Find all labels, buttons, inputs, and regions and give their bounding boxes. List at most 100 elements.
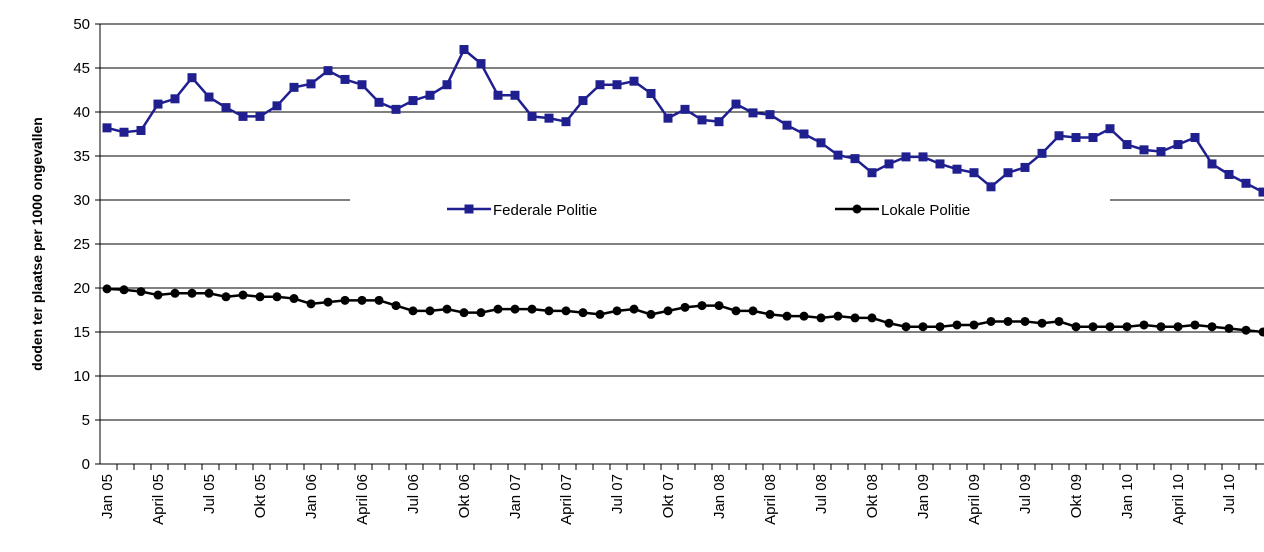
- marker: [170, 288, 180, 298]
- marker: [1258, 187, 1264, 197]
- marker: [1054, 316, 1064, 326]
- marker: [1156, 147, 1166, 157]
- marker: [442, 80, 452, 90]
- marker: [663, 306, 673, 316]
- x-tick-label: April 07: [558, 474, 575, 525]
- marker: [952, 320, 962, 330]
- marker: [918, 152, 928, 162]
- legend-marker: [852, 204, 862, 214]
- marker: [204, 288, 214, 298]
- y-tick-label: 20: [73, 280, 90, 297]
- marker: [833, 150, 843, 160]
- marker: [340, 74, 350, 84]
- marker: [578, 308, 588, 318]
- marker: [765, 110, 775, 120]
- marker: [1258, 327, 1264, 337]
- x-tick-label: Jul 09: [1017, 474, 1034, 514]
- series-line: [106, 47, 1264, 194]
- x-tick-label: April 05: [150, 474, 167, 525]
- marker: [986, 182, 996, 192]
- x-tick-label: Jan 08: [711, 474, 728, 519]
- marker: [850, 313, 860, 323]
- marker: [714, 117, 724, 127]
- marker: [782, 311, 792, 321]
- marker: [476, 59, 486, 69]
- marker: [884, 318, 894, 328]
- marker: [1173, 322, 1183, 332]
- marker: [119, 285, 129, 295]
- marker: [731, 306, 741, 316]
- marker: [374, 295, 384, 305]
- marker: [918, 322, 928, 332]
- marker: [102, 123, 112, 133]
- marker: [952, 164, 962, 174]
- marker: [459, 308, 469, 318]
- marker: [493, 90, 503, 100]
- marker: [901, 322, 911, 332]
- marker: [765, 309, 775, 319]
- marker: [238, 290, 248, 300]
- marker: [1003, 168, 1013, 178]
- marker: [544, 113, 554, 123]
- marker: [1190, 133, 1200, 143]
- x-tick-label: Jul 06: [405, 474, 422, 514]
- marker: [340, 295, 350, 305]
- y-tick-label: 10: [73, 368, 90, 385]
- marker: [816, 138, 826, 148]
- x-tick-label: Jul 07: [609, 474, 626, 514]
- marker: [646, 89, 656, 99]
- marker: [1173, 140, 1183, 150]
- x-tick-label: Okt 09: [1068, 474, 1085, 518]
- x-tick-label: Jul 05: [201, 474, 218, 514]
- marker: [323, 297, 333, 307]
- x-tick-label: Jan 06: [303, 474, 320, 519]
- marker: [136, 125, 146, 135]
- y-tick-label: 50: [73, 16, 90, 33]
- marker: [1020, 162, 1030, 172]
- marker: [153, 290, 163, 300]
- marker: [782, 120, 792, 130]
- x-tick-label: April 08: [762, 474, 779, 525]
- marker: [714, 301, 724, 311]
- legend-marker: [464, 204, 474, 214]
- marker: [629, 76, 639, 86]
- marker: [255, 111, 265, 121]
- marker: [1122, 322, 1132, 332]
- marker: [1139, 145, 1149, 155]
- marker: [1105, 322, 1115, 332]
- marker: [272, 101, 282, 111]
- marker: [901, 152, 911, 162]
- legend-label: Federale Politie: [493, 202, 597, 219]
- marker: [1020, 316, 1030, 326]
- marker: [561, 117, 571, 127]
- marker: [986, 316, 996, 326]
- marker: [459, 45, 469, 55]
- marker: [289, 82, 299, 92]
- marker: [272, 292, 282, 302]
- marker: [884, 159, 894, 169]
- marker: [1037, 318, 1047, 328]
- marker: [578, 96, 588, 106]
- marker: [391, 301, 401, 311]
- marker: [680, 104, 690, 114]
- x-tick-label: April 06: [354, 474, 371, 525]
- marker: [204, 92, 214, 102]
- marker: [306, 79, 316, 89]
- y-tick-label: 15: [73, 324, 90, 341]
- marker: [612, 80, 622, 90]
- y-tick-label: 45: [73, 60, 90, 77]
- y-tick-label: 5: [82, 412, 90, 429]
- marker: [136, 287, 146, 297]
- marker: [731, 99, 741, 109]
- marker: [408, 306, 418, 316]
- marker: [612, 306, 622, 316]
- x-tick-label: April 10: [1170, 474, 1187, 525]
- legend-label: Lokale Politie: [881, 202, 970, 219]
- marker: [510, 304, 520, 314]
- marker: [561, 306, 571, 316]
- marker: [289, 294, 299, 304]
- marker: [493, 304, 503, 314]
- marker: [221, 103, 231, 113]
